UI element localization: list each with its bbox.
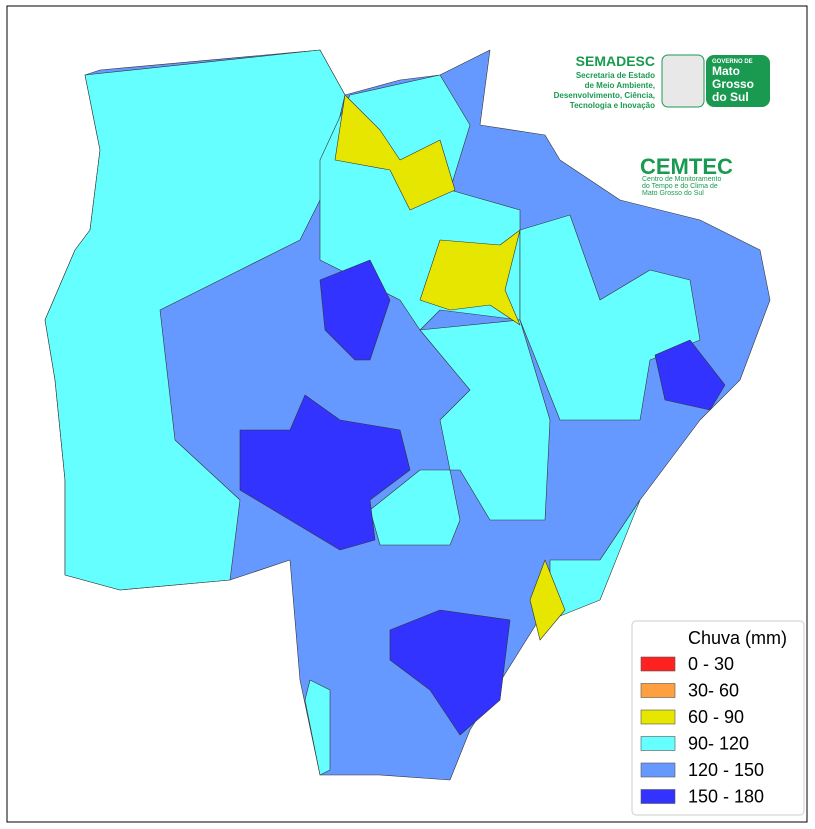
legend-swatch: [640, 656, 676, 672]
region: [389, 609, 511, 736]
cemtec-logo: CEMTEC Centro de Monitoramento do Tempo …: [640, 154, 733, 197]
legend-swatch: [640, 789, 676, 804]
legend-label: 0 - 30: [688, 654, 734, 674]
logo-text: do Tempo e do Clima de: [642, 183, 718, 190]
legend-title: Chuva (mm): [688, 628, 787, 648]
legend-swatch: [640, 683, 676, 698]
region: [369, 319, 551, 546]
legend-swatch: [640, 709, 676, 725]
logo-text: Mato: [712, 64, 740, 78]
legend-label: 120 - 150: [688, 760, 764, 780]
gov-logo: GOVERNO DE Mato Grosso do Sul: [712, 59, 754, 104]
logo-text: Tecnologia e Inovação: [570, 101, 655, 110]
logo-text: Mato Grosso do Sul: [642, 190, 704, 197]
logo-text: de Meio Ambiente,: [585, 81, 655, 90]
region: [239, 394, 411, 551]
legend-swatch: [640, 762, 676, 778]
legend-label: 30- 60: [688, 681, 739, 701]
region: [529, 559, 566, 641]
legend-label: 60 - 90: [688, 707, 744, 727]
gov-badge: [706, 55, 770, 107]
region: [419, 229, 521, 326]
region: [519, 214, 701, 421]
coat-of-arms: [661, 54, 705, 108]
legend-label: 90- 120: [688, 734, 749, 754]
region: [654, 339, 726, 411]
logo-text: do Sul: [712, 90, 749, 104]
legend-swatch: [640, 736, 676, 751]
region: [334, 94, 456, 211]
logo-text: Desenvolvimento, Ciência,: [554, 91, 655, 100]
map: [44, 49, 771, 781]
region: [304, 679, 331, 776]
logo-text: GOVERNO DE: [712, 59, 753, 65]
logo-title: SEMADESC: [576, 53, 655, 69]
semadesc-logo: SEMADESC Secretaria de Estado de Meio Am…: [554, 53, 655, 110]
region: [319, 259, 391, 361]
legend-label: 150 - 180: [688, 787, 764, 807]
logo-title: CEMTEC: [640, 154, 733, 179]
logo-text: Secretaria de Estado: [576, 71, 655, 80]
legend: Chuva (mm) 0 - 30 30- 60 60 - 90 90- 120 120…: [631, 620, 805, 816]
logo-text: Grosso: [712, 77, 754, 91]
logo-text: Centro de Monitoramento: [642, 176, 721, 183]
